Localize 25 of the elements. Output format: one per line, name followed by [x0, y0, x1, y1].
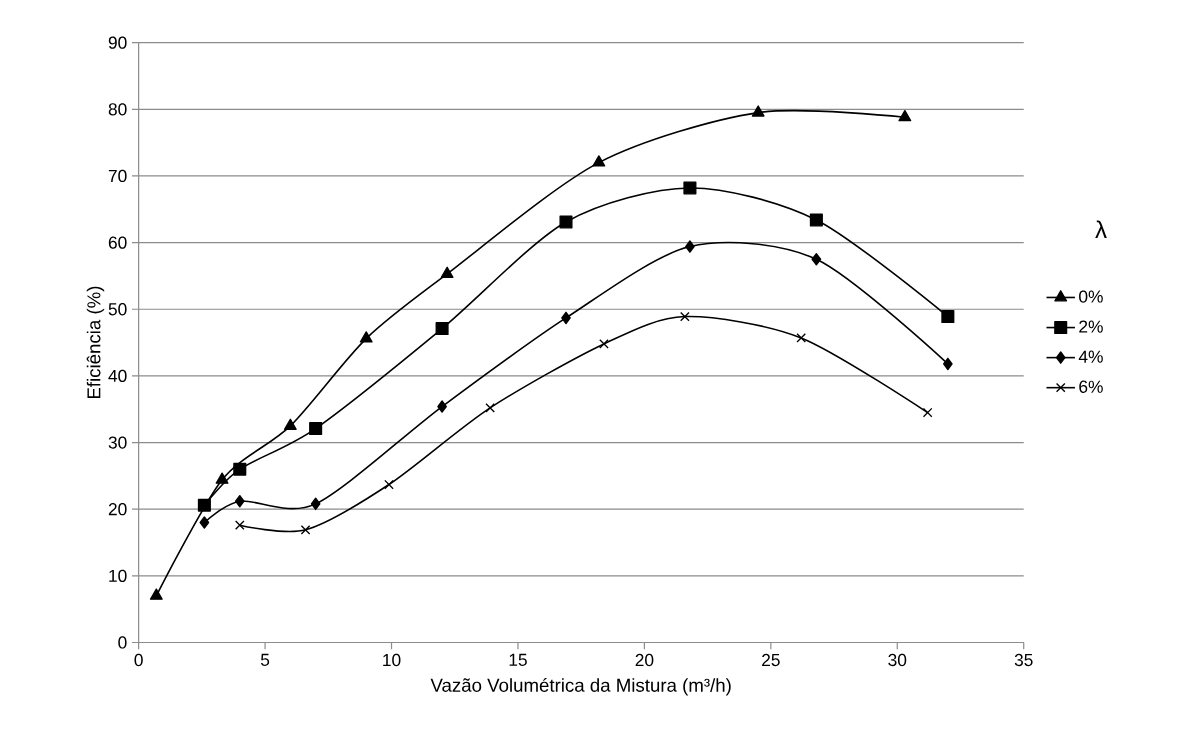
x-tick-label: 25 [762, 653, 780, 666]
legend-label: 0% [1079, 290, 1103, 303]
x-tick-label: 10 [383, 653, 401, 666]
y-tick-label: 90 [108, 36, 127, 49]
legend-label: 6% [1079, 380, 1103, 393]
y-tick-label: 60 [108, 236, 127, 249]
legend-title: λ [1095, 220, 1107, 238]
x-tick-label: 0 [134, 653, 143, 666]
y-tick-label: 70 [108, 169, 127, 182]
y-tick-label: 30 [108, 436, 127, 449]
x-axis-title: Vazão Volumétrica da Mistura (m³/h) [430, 677, 731, 696]
x-tick-label: 15 [509, 653, 527, 666]
x-tick-label: 20 [635, 653, 654, 666]
legend-label: 4% [1078, 350, 1103, 363]
y-tick-label: 20 [108, 502, 127, 516]
y-tick-label: 40 [108, 369, 127, 382]
y-axis-title: Eficiência (%) [86, 286, 105, 398]
y-tick-label: 0 [118, 636, 127, 649]
legend-label: 2% [1079, 320, 1103, 333]
y-tick-label: 10 [109, 569, 127, 582]
y-tick-label: 80 [108, 102, 127, 116]
x-tick-label: 35 [1014, 653, 1033, 666]
x-tick-label: 5 [260, 653, 270, 666]
x-tick-label: 30 [888, 653, 907, 666]
y-tick-label: 50 [108, 302, 127, 316]
